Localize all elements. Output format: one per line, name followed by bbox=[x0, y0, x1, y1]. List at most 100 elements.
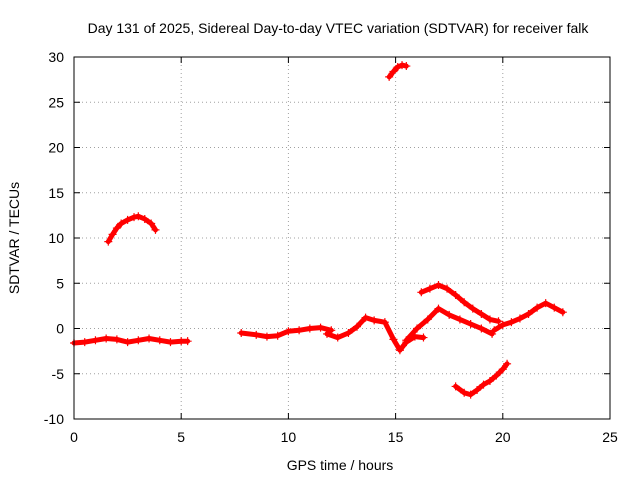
series-1 bbox=[70, 334, 192, 347]
data-point bbox=[305, 324, 314, 333]
data-point bbox=[402, 336, 411, 345]
data-point bbox=[490, 326, 499, 335]
y-tick-label: 10 bbox=[48, 230, 64, 246]
series-line bbox=[418, 282, 501, 324]
data-point bbox=[316, 323, 325, 332]
data-point bbox=[273, 331, 282, 340]
data-point bbox=[130, 213, 139, 222]
y-tick-label: 25 bbox=[48, 94, 64, 110]
y-tick-label: 0 bbox=[56, 321, 64, 337]
data-point bbox=[80, 338, 89, 347]
chart-title: Day 131 of 2025, Sidereal Day-to-day VTE… bbox=[88, 20, 590, 36]
data-point bbox=[389, 335, 398, 344]
data-point bbox=[322, 329, 331, 338]
data-point bbox=[402, 62, 411, 71]
data-point bbox=[145, 334, 154, 343]
data-point bbox=[333, 333, 342, 342]
x-axis-label: GPS time / hours bbox=[287, 457, 394, 473]
y-tick-label: 5 bbox=[56, 275, 64, 291]
data-point bbox=[541, 299, 550, 308]
data-point bbox=[117, 219, 126, 228]
data-point bbox=[155, 336, 164, 345]
data-point bbox=[468, 304, 477, 313]
data-point bbox=[503, 359, 512, 368]
data-point bbox=[479, 380, 488, 389]
data-point bbox=[370, 316, 379, 325]
data-point bbox=[485, 315, 494, 324]
data-point bbox=[498, 320, 507, 329]
series-9 bbox=[490, 299, 567, 335]
series-layer bbox=[70, 61, 567, 399]
series-line bbox=[105, 213, 158, 245]
data-point bbox=[558, 308, 567, 317]
data-point bbox=[524, 310, 533, 319]
data-point bbox=[395, 346, 404, 355]
data-point bbox=[434, 281, 443, 290]
data-point bbox=[353, 322, 362, 331]
data-point bbox=[134, 336, 143, 345]
data-point bbox=[91, 336, 100, 345]
data-point bbox=[385, 72, 394, 81]
y-tick-label: 20 bbox=[48, 140, 64, 156]
data-point bbox=[393, 62, 402, 71]
data-point bbox=[361, 313, 370, 322]
data-point bbox=[413, 324, 422, 333]
x-tick-label: 25 bbox=[602, 429, 618, 445]
series-5 bbox=[385, 61, 411, 81]
data-point bbox=[417, 288, 426, 297]
data-point bbox=[466, 390, 475, 399]
data-point bbox=[284, 327, 293, 336]
x-tick-label: 0 bbox=[70, 429, 78, 445]
x-tick-label: 15 bbox=[388, 429, 404, 445]
data-point bbox=[237, 329, 246, 338]
data-point bbox=[419, 333, 428, 342]
data-point bbox=[123, 338, 132, 347]
data-point bbox=[295, 326, 304, 335]
data-point bbox=[445, 310, 454, 319]
y-axis-label: SDTVAR / TECUs bbox=[6, 182, 22, 294]
y-tick-label: -5 bbox=[52, 366, 65, 382]
data-point bbox=[507, 318, 516, 327]
data-point bbox=[166, 338, 175, 347]
tick-layer: 0 5 10 15 20 25 -10 -5 0 5 10 15 20 25 30 bbox=[44, 49, 618, 445]
data-point bbox=[134, 212, 143, 221]
data-point bbox=[112, 335, 121, 344]
data-point bbox=[466, 319, 475, 328]
data-point bbox=[451, 382, 460, 391]
data-point bbox=[477, 324, 486, 333]
data-point bbox=[140, 214, 149, 223]
data-point bbox=[112, 224, 121, 233]
y-tick-label: 15 bbox=[48, 185, 64, 201]
data-point bbox=[183, 337, 192, 346]
y-tick-label: 30 bbox=[48, 49, 64, 65]
series-8 bbox=[451, 359, 512, 399]
series-2 bbox=[104, 212, 160, 246]
x-tick-label: 5 bbox=[177, 429, 185, 445]
data-point bbox=[344, 329, 353, 338]
data-point bbox=[477, 310, 486, 319]
data-point bbox=[123, 215, 132, 224]
data-point bbox=[485, 376, 494, 385]
grid-layer bbox=[74, 57, 610, 419]
plot-frame bbox=[73, 56, 611, 420]
data-point bbox=[262, 332, 271, 341]
data-point bbox=[460, 298, 469, 307]
series-7 bbox=[417, 281, 503, 326]
data-point bbox=[515, 314, 524, 323]
data-point bbox=[389, 67, 398, 76]
data-point bbox=[380, 318, 389, 327]
data-point bbox=[434, 304, 443, 313]
data-point bbox=[443, 284, 452, 293]
data-point bbox=[102, 334, 111, 343]
data-point bbox=[494, 317, 503, 326]
data-point bbox=[550, 303, 559, 312]
data-point bbox=[492, 371, 501, 380]
data-point bbox=[425, 284, 434, 293]
data-point bbox=[455, 315, 464, 324]
data-point bbox=[147, 219, 156, 228]
data-point bbox=[104, 237, 113, 246]
data-point bbox=[252, 330, 261, 339]
series-6 bbox=[402, 304, 497, 345]
